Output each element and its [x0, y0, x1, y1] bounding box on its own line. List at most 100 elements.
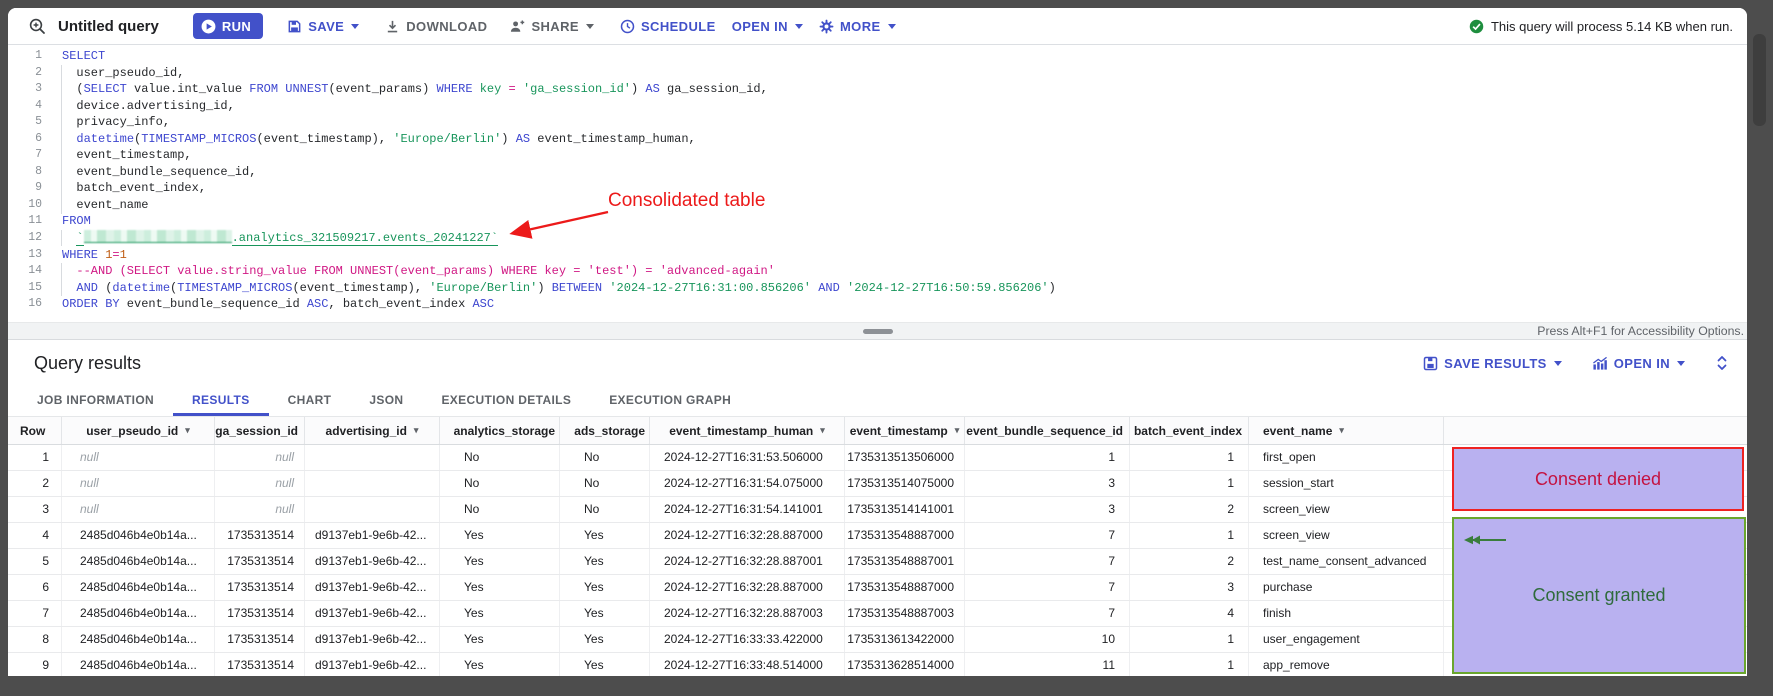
drag-handle[interactable] — [862, 329, 893, 334]
cell-user_pseudo_id: 2485d046b4e0b14a... — [62, 523, 215, 548]
table-row: 8 2485d046b4e0b14a... 1735313514 d9137eb1-9… — [8, 627, 1747, 653]
expand-results-button[interactable] — [1715, 355, 1735, 371]
tab-results[interactable]: RESULTS — [173, 386, 269, 416]
cell-event_bundle_sequence_id: 7 — [965, 601, 1130, 626]
tab-json[interactable]: JSON — [369, 392, 404, 407]
cell-Row: 2 — [8, 471, 62, 496]
cell-Row: 8 — [8, 627, 62, 652]
cell-batch_event_index: 1 — [1130, 445, 1249, 470]
sort-caret-icon[interactable]: ▾ — [954, 425, 960, 435]
column-header-event_timestamp[interactable]: event_timestamp ▾ — [845, 417, 965, 444]
cell-event_name: screen_view — [1249, 523, 1444, 548]
cell-Row: 1 — [8, 445, 62, 470]
sort-caret-icon[interactable]: ▾ — [820, 425, 825, 435]
sort-caret-icon[interactable]: ▾ — [185, 425, 190, 435]
line-number: 5 — [35, 115, 42, 129]
save-button[interactable]: SAVE — [287, 19, 360, 34]
column-header-event_bundle_sequence_id: event_bundle_sequence_id — [965, 417, 1130, 444]
cell-Row: 4 — [8, 523, 62, 548]
sql-editor[interactable]: 1 SELECT 2 user_pseudo_id, 3 (SELECT value.… — [8, 45, 1747, 322]
line-number: 9 — [35, 181, 42, 195]
column-header-ga_session_id: ga_session_id — [215, 417, 305, 444]
share-button[interactable]: SHARE — [509, 19, 594, 34]
cell-advertising_id — [305, 497, 440, 522]
cell-user_pseudo_id: 2485d046b4e0b14a... — [62, 549, 215, 574]
tab-job-information[interactable]: JOB INFORMATION — [37, 392, 155, 407]
line-number: 16 — [28, 297, 42, 311]
cell-user_pseudo_id: null — [62, 497, 215, 522]
tab-execution-details[interactable]: EXECUTION DETAILS — [441, 392, 572, 407]
cell-Row: 5 — [8, 549, 62, 574]
cell-advertising_id: d9137eb1-9e6b-42... — [305, 523, 440, 548]
tab-execution-graph[interactable]: EXECUTION GRAPH — [609, 392, 732, 407]
schedule-button[interactable]: SCHEDULE — [620, 19, 716, 34]
cell-event_name: first_open — [1249, 445, 1444, 470]
tab-chart[interactable]: CHART — [287, 392, 332, 407]
cell-event_timestamp_human: 2024-12-27T16:32:28.887003 — [650, 601, 845, 626]
cell-ads_storage: Yes — [560, 523, 650, 548]
results-open-in-button[interactable]: OPEN IN — [1592, 356, 1685, 371]
open-in-button[interactable]: OPEN IN — [732, 19, 803, 34]
column-header-event_name[interactable]: event_name ▾ — [1249, 417, 1444, 444]
cell-analytics_storage: No — [440, 445, 560, 470]
code-line: 7 event_timestamp, — [8, 147, 1747, 164]
cell-batch_event_index: 4 — [1130, 601, 1249, 626]
cell-event_timestamp_human: 2024-12-27T16:32:28.887000 — [650, 575, 845, 600]
chart-icon — [1592, 356, 1607, 370]
cell-ads_storage: No — [560, 445, 650, 470]
cell-Row: 9 — [8, 653, 62, 676]
cell-analytics_storage: Yes — [440, 549, 560, 574]
more-button[interactable]: MORE — [819, 19, 896, 34]
cell-advertising_id: d9137eb1-9e6b-42... — [305, 627, 440, 652]
table-row: 7 2485d046b4e0b14a... 1735313514 d9137eb1-9… — [8, 601, 1747, 627]
cell-ga_session_id: null — [215, 471, 305, 496]
cell-event_timestamp: 1735313514075000 — [845, 471, 965, 496]
column-header-user_pseudo_id[interactable]: user_pseudo_id ▾ — [62, 417, 215, 444]
line-number: 10 — [28, 197, 42, 211]
column-header-advertising_id[interactable]: advertising_id ▾ — [305, 417, 440, 444]
cell-analytics_storage: Yes — [440, 523, 560, 548]
clock-icon — [620, 19, 635, 33]
code-line: 3 (SELECT value.int_value FROM UNNEST(ev… — [8, 81, 1747, 98]
window-scrollbar-thumb[interactable] — [1753, 34, 1766, 126]
line-number: 1 — [35, 49, 42, 62]
cell-Row: 3 — [8, 497, 62, 522]
bigquery-app: Untitled query RUN SAVE DOWNLOAD SHARE S… — [8, 8, 1747, 676]
cell-ga_session_id: 1735313514 — [215, 549, 305, 574]
run-button[interactable]: RUN — [192, 13, 264, 39]
table-row: 9 2485d046b4e0b14a... 1735313514 d9137eb1-9… — [8, 653, 1747, 676]
cell-user_pseudo_id: null — [62, 471, 215, 496]
cell-ads_storage: No — [560, 471, 650, 496]
download-button[interactable]: DOWNLOAD — [385, 19, 487, 34]
line-number: 8 — [35, 164, 42, 178]
cell-event_bundle_sequence_id: 11 — [965, 653, 1130, 676]
cell-ga_session_id: 1735313514 — [215, 575, 305, 600]
column-header-event_timestamp_human[interactable]: event_timestamp_human ▾ — [650, 417, 845, 444]
column-header-ads_storage: ads_storage — [560, 417, 650, 444]
chevron-down-icon — [1677, 360, 1685, 366]
sort-caret-icon[interactable]: ▾ — [413, 425, 419, 435]
cell-ga_session_id: 1735313514 — [215, 601, 305, 626]
cell-event_bundle_sequence_id: 3 — [965, 471, 1130, 496]
cell-advertising_id — [305, 445, 440, 470]
play-circle-icon — [201, 19, 216, 33]
table-row: 6 2485d046b4e0b14a... 1735313514 d9137eb1-9… — [8, 575, 1747, 601]
consent-denied-label: Consent denied — [1534, 468, 1662, 489]
cell-analytics_storage: Yes — [440, 627, 560, 652]
cell-advertising_id — [305, 471, 440, 496]
cell-ads_storage: Yes — [560, 575, 650, 600]
cell-batch_event_index: 1 — [1130, 471, 1249, 496]
unfold-icon — [1717, 356, 1727, 370]
cell-event_timestamp_human: 2024-12-27T16:31:54.075000 — [650, 471, 845, 496]
cell-event_timestamp: 1735313548887000 — [845, 575, 965, 600]
table-row: 5 2485d046b4e0b14a... 1735313514 d9137eb1-9… — [8, 549, 1747, 575]
cell-event_name: user_engagement — [1249, 627, 1444, 652]
save-results-button[interactable]: SAVE RESULTS — [1423, 356, 1562, 371]
cell-event_timestamp_human: 2024-12-27T16:32:28.887001 — [650, 549, 845, 574]
cell-ads_storage: Yes — [560, 627, 650, 652]
cell-event_name: test_name_consent_advanced — [1249, 549, 1444, 574]
person-plus-icon — [511, 20, 525, 32]
column-header-batch_event_index: batch_event_index — [1130, 417, 1249, 444]
sort-caret-icon[interactable]: ▾ — [1339, 425, 1344, 435]
cell-ads_storage: Yes — [560, 549, 650, 574]
